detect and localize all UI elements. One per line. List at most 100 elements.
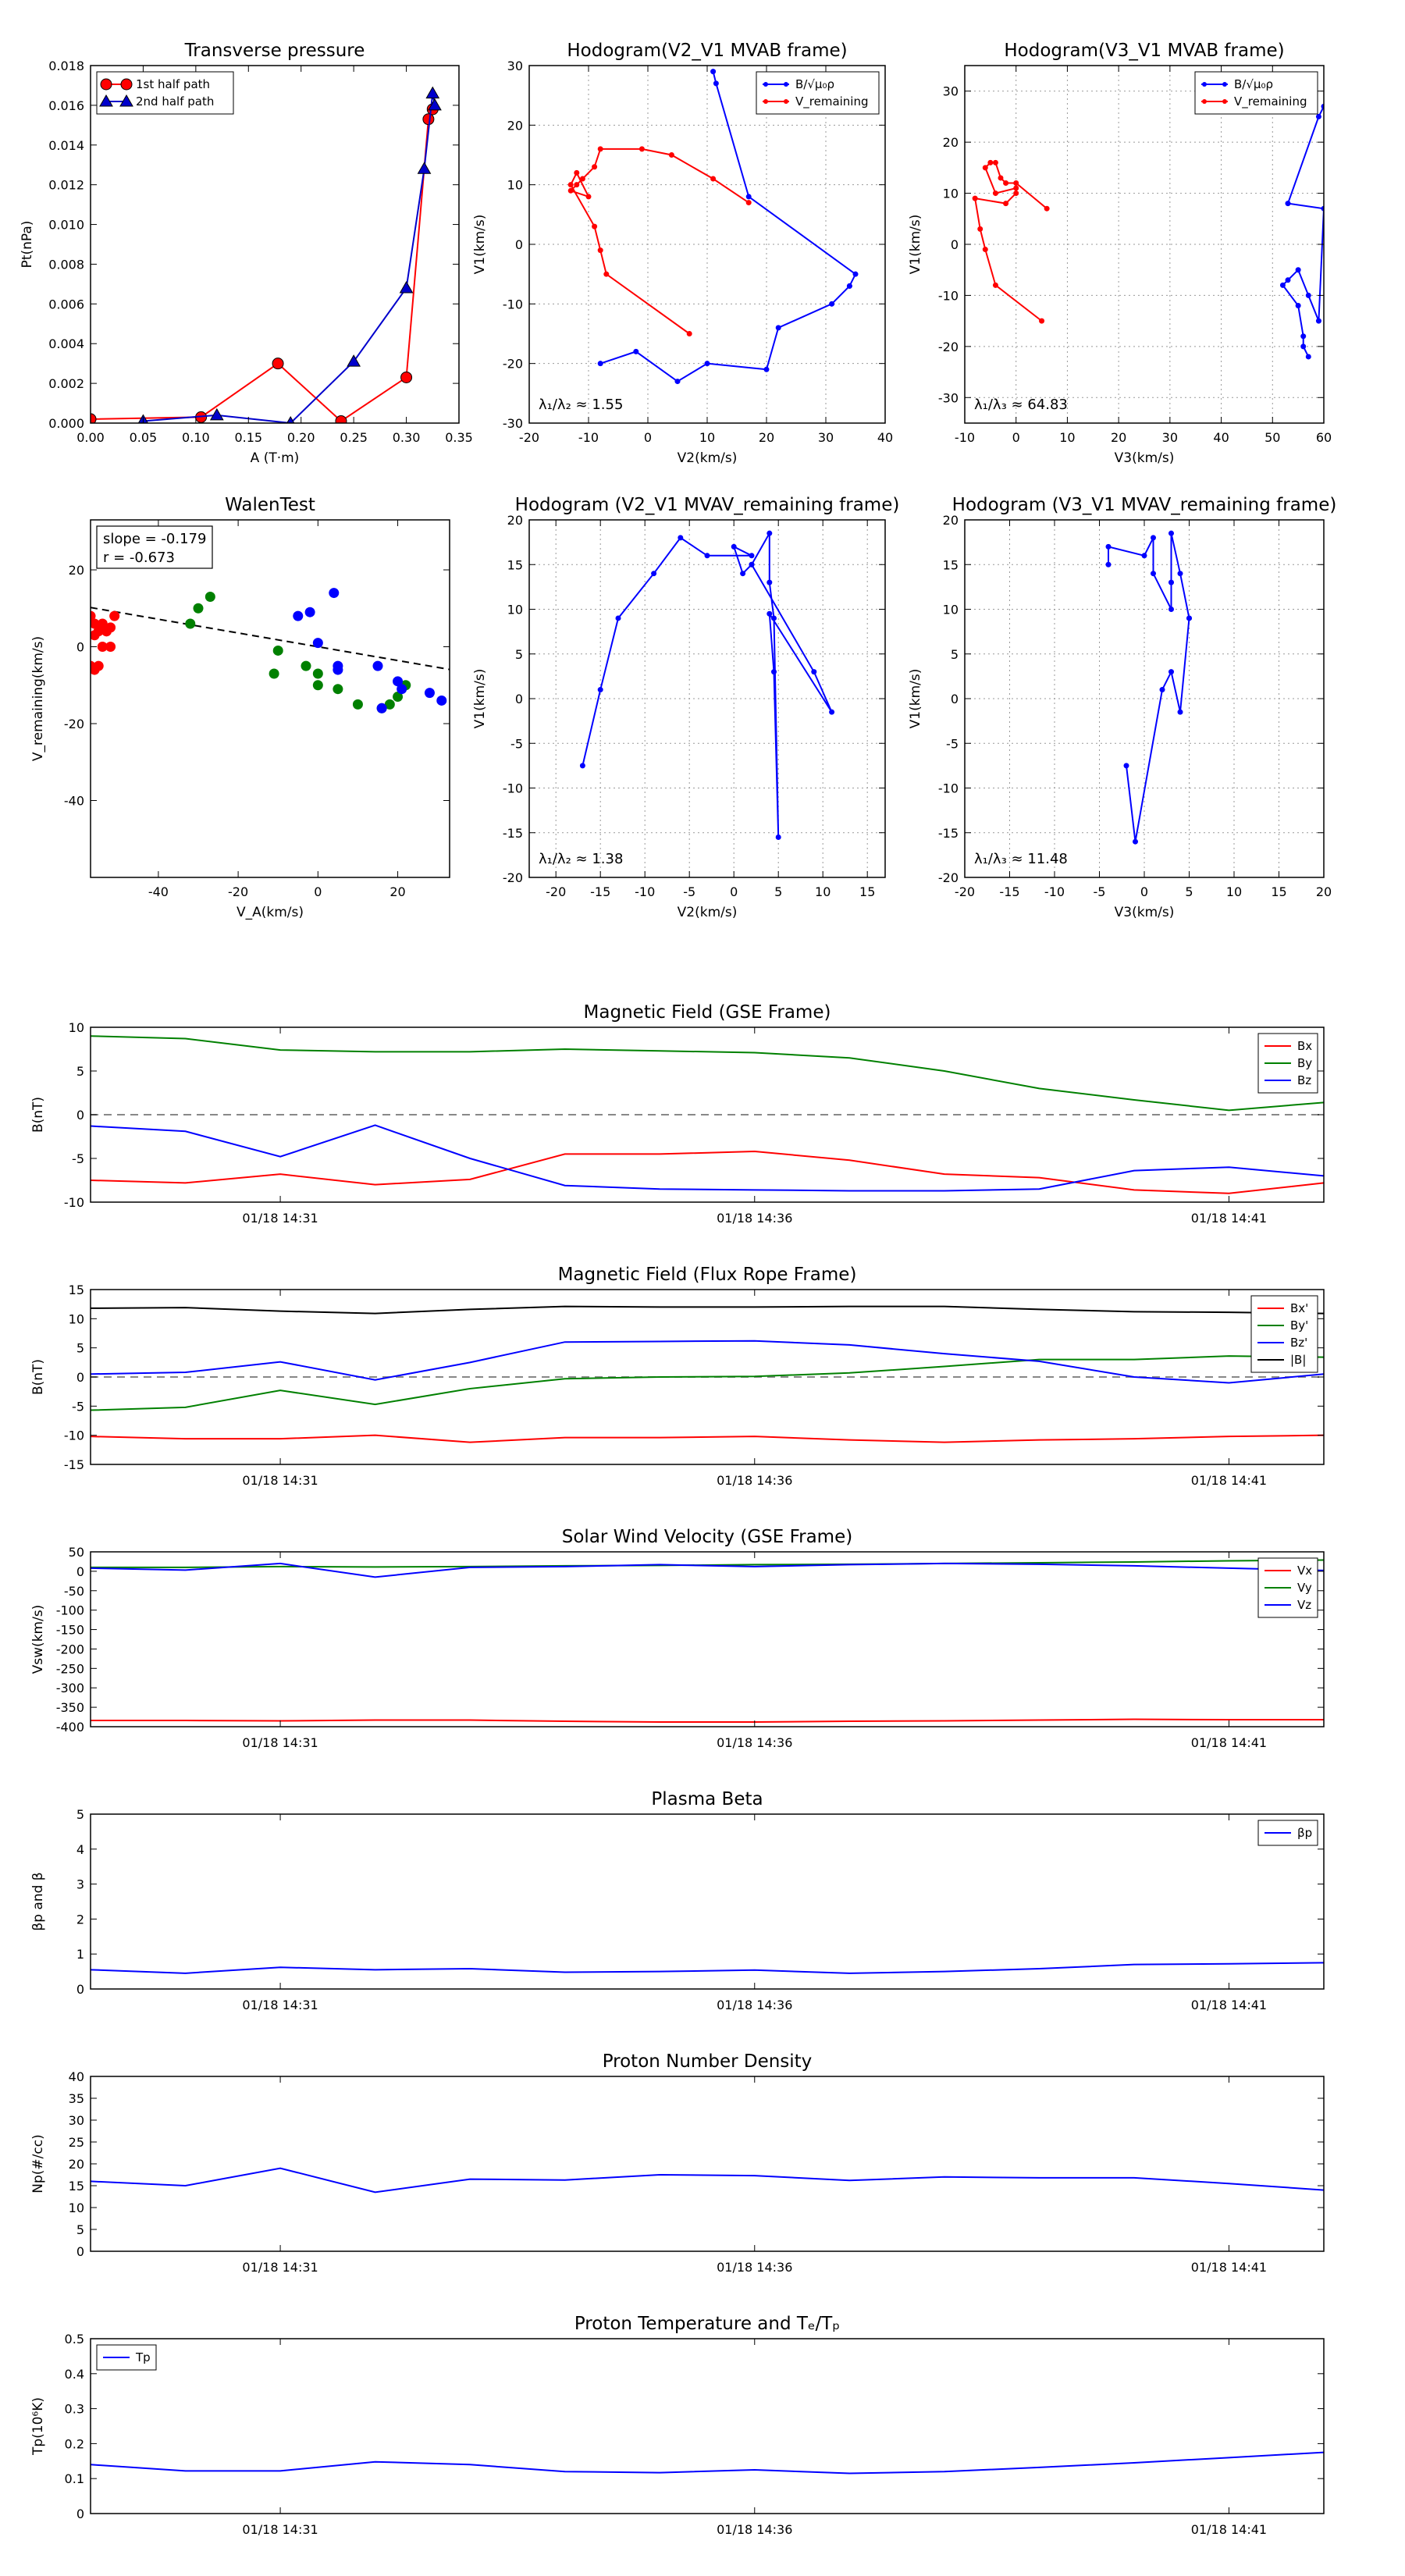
x-tick-label: -20: [955, 884, 975, 899]
data-point: [704, 361, 710, 367]
data-point: [1013, 190, 1019, 197]
legend-marker: [120, 78, 133, 91]
y-tick-label: -10: [503, 781, 523, 796]
y-tick-label: 5: [76, 1807, 84, 1822]
x-tick-label: 40: [877, 430, 893, 445]
y-tick-label: 0.014: [48, 138, 84, 153]
data-point: [1039, 318, 1045, 324]
series-line: [973, 162, 1048, 322]
y-tick-label: 4: [76, 1842, 84, 1857]
legend: B/√μ₀ρ V_remaining: [756, 71, 880, 115]
data-point: [424, 688, 435, 699]
y-tick-label: 10: [943, 187, 959, 201]
ratio-annotation: λ₁/λ₃ ≈ 11.48: [974, 851, 1068, 867]
data-point: [597, 146, 603, 152]
axes-frame: [90, 2338, 1325, 2514]
y-tick-label: 2: [76, 1912, 84, 1927]
y-axis-label: V_remaining(km/s): [30, 636, 46, 761]
chart-panel: 0.00 0.05 0.10 0.15 0.20 0.25 0.30 0.35 0.000 0.0…: [20, 41, 473, 466]
series-line: [91, 1355, 1324, 1411]
series: [293, 588, 447, 713]
y-tick-label: -5: [72, 1151, 84, 1166]
y-tick-label: 5: [951, 647, 959, 662]
series-line: [569, 148, 749, 335]
data-point: [775, 834, 781, 840]
x-tick-label: 0: [730, 884, 738, 899]
series-line: [91, 1124, 1324, 1192]
y-axis-label: Pt(nPa): [20, 221, 35, 269]
data-point: [1151, 535, 1156, 541]
data-point: [977, 226, 984, 232]
y-axis-label: V1(km/s): [472, 215, 488, 275]
data-point: [579, 763, 585, 769]
data-point: [668, 152, 674, 158]
data-point: [428, 98, 442, 111]
x-tick-label: 01/18 14:36: [717, 2260, 792, 2275]
y-axis-label: Tp(10⁶K): [30, 2397, 46, 2456]
y-tick-label: -10: [64, 1195, 84, 1210]
chart-title: Magnetic Field (Flux Rope Frame): [558, 1265, 857, 1285]
y-tick-label: 10: [69, 2201, 84, 2215]
x-tick-label: 5: [774, 884, 782, 899]
x-tick-label: 10: [1059, 430, 1075, 445]
x-tick-label: 20: [1316, 884, 1332, 899]
data-point: [597, 687, 603, 693]
series: [597, 69, 859, 385]
data-point: [829, 709, 835, 715]
data-point: [1013, 185, 1019, 191]
data-point: [674, 379, 681, 385]
y-axis-label: V1(km/s): [472, 669, 488, 729]
x-axis-label: A (T·m): [251, 450, 300, 466]
x-tick-label: -15: [590, 884, 610, 899]
data-point: [603, 271, 610, 277]
data-point: [312, 680, 323, 691]
data-point: [1186, 615, 1192, 621]
x-tick-label: 01/18 14:41: [1191, 1473, 1267, 1488]
chart-title: Proton Number Density: [603, 2051, 813, 2072]
y-tick-label: -300: [56, 1681, 84, 1695]
data-point: [400, 371, 413, 383]
timeseries-panel: -400 -350 -300 -250 -200 -150 -100 -50 0 50 01/18 …: [30, 1527, 1325, 1750]
data-point: [745, 194, 752, 200]
y-tick-label: -250: [56, 1661, 84, 1676]
y-tick-label: -100: [56, 1603, 84, 1618]
data-point: [982, 165, 988, 171]
data-point: [333, 664, 343, 675]
x-tick-label: 01/18 14:41: [1191, 1735, 1267, 1750]
data-point: [286, 415, 295, 423]
y-tick-label: -5: [946, 736, 959, 751]
series-line: [91, 1434, 1324, 1443]
x-axis-label: V3(km/s): [1115, 905, 1175, 920]
series-line: [91, 1305, 1324, 1315]
axes-frame: [90, 1551, 1325, 1727]
data-point: [1315, 113, 1321, 119]
data-point: [347, 354, 361, 367]
x-tick-label: -15: [999, 884, 1019, 899]
data-point: [597, 247, 603, 254]
legend-label: |B|: [1290, 1353, 1306, 1367]
y-tick-label: 0: [76, 640, 84, 655]
plot-area: [91, 1035, 1324, 1194]
data-point: [193, 603, 204, 614]
data-point: [767, 610, 773, 617]
x-tick-label: 60: [1316, 430, 1332, 445]
legend-label: 1st half path: [136, 77, 210, 91]
data-point: [97, 642, 108, 653]
series-line: [599, 71, 857, 382]
y-tick-label: -50: [64, 1584, 84, 1599]
chart-panel: -10 0 10 20 30 40 50 60 -30 -20 -10 0 10 20 30 Hodogram…: [908, 41, 1332, 466]
x-axis-label: V2(km/s): [678, 450, 738, 466]
data-point: [384, 699, 395, 710]
x-tick-label: 0: [644, 430, 652, 445]
x-tick-label: 01/18 14:41: [1191, 2260, 1267, 2275]
x-tick-label: -20: [228, 884, 248, 899]
chart-title: Plasma Beta: [651, 1789, 763, 1809]
x-tick-label: 0: [1140, 884, 1148, 899]
x-tick-label: 01/18 14:31: [242, 1211, 318, 1226]
x-tick-label: -20: [519, 430, 539, 445]
timeseries-panel: -10 -5 0 5 10 01/18 14:31 01/18 14:36 01/18 14:…: [30, 1002, 1325, 1226]
data-point: [597, 361, 603, 367]
data-point: [1321, 205, 1324, 212]
x-tick-label: 0.15: [234, 430, 262, 445]
chart-title: WalenTest: [225, 495, 315, 515]
